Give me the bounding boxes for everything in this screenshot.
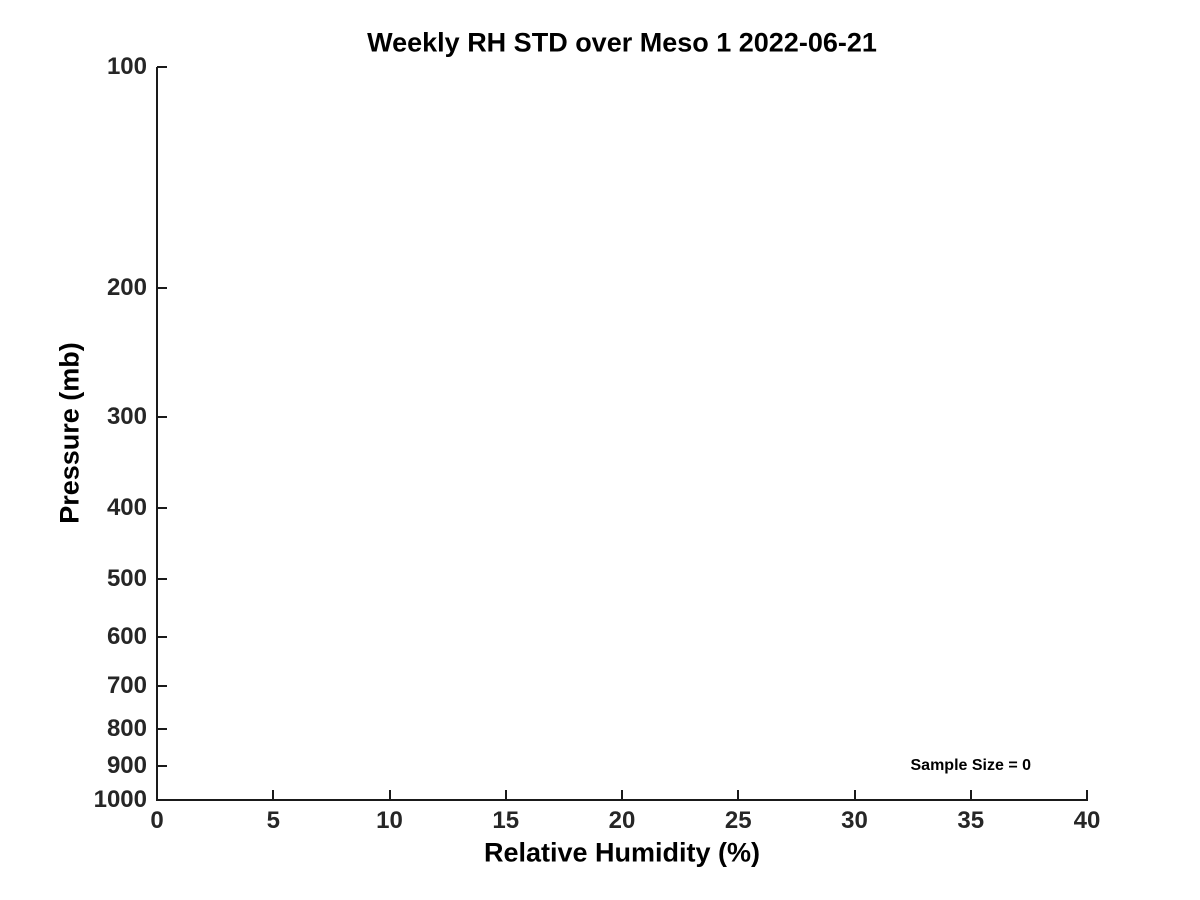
plot-area: [156, 66, 1088, 801]
y-tick-label: 900: [106, 752, 147, 780]
x-tick-mark: [504, 790, 507, 800]
x-tick-label: 20: [608, 807, 636, 834]
x-tick-label: 40: [1073, 807, 1101, 834]
x-tick-mark: [853, 790, 856, 800]
y-tick-label: 800: [106, 714, 147, 742]
x-tick-label: 35: [957, 807, 985, 834]
y-tick-label: 400: [106, 494, 147, 522]
y-tick-label: 700: [106, 672, 147, 700]
x-axis-label: Relative Humidity (%): [483, 837, 761, 868]
y-tick-label: 500: [106, 565, 147, 593]
x-tick-label: 0: [150, 807, 164, 834]
chart-title: Weekly RH STD over Meso 1 2022-06-21: [367, 27, 877, 58]
y-tick-label: 300: [106, 402, 147, 430]
y-axis-spine: [156, 67, 158, 800]
x-tick-mark: [621, 790, 623, 800]
x-tick-label: 5: [266, 807, 280, 834]
x-tick-mark: [737, 790, 740, 800]
y-tick-mark: [157, 636, 167, 639]
y-tick-mark: [157, 578, 167, 581]
y-tick-mark: [157, 765, 167, 768]
y-tick-mark: [157, 799, 167, 801]
y-axis-label: Pressure (mb): [54, 342, 85, 524]
x-axis-spine: [156, 799, 1088, 801]
y-tick-label: 1000: [93, 786, 147, 813]
sample-size-annotation: Sample Size = 0: [910, 757, 1032, 775]
y-tick-mark: [157, 66, 167, 68]
y-tick-mark: [157, 286, 167, 289]
x-tick-label: 25: [724, 807, 752, 834]
x-tick-mark: [272, 790, 275, 800]
y-tick-label: 600: [106, 623, 147, 651]
y-tick-mark: [157, 727, 167, 730]
x-tick-label: 10: [376, 807, 403, 834]
x-tick-mark: [388, 790, 391, 800]
x-tick-mark: [1086, 790, 1088, 800]
y-tick-label: 200: [106, 273, 147, 301]
x-tick-label: 30: [841, 807, 868, 834]
y-tick-label: 100: [106, 53, 147, 80]
y-tick-mark: [157, 507, 167, 510]
y-tick-mark: [157, 685, 167, 688]
y-tick-mark: [157, 415, 167, 418]
x-tick-mark: [969, 790, 972, 800]
x-tick-mark: [156, 790, 158, 800]
x-tick-label: 15: [492, 807, 520, 834]
